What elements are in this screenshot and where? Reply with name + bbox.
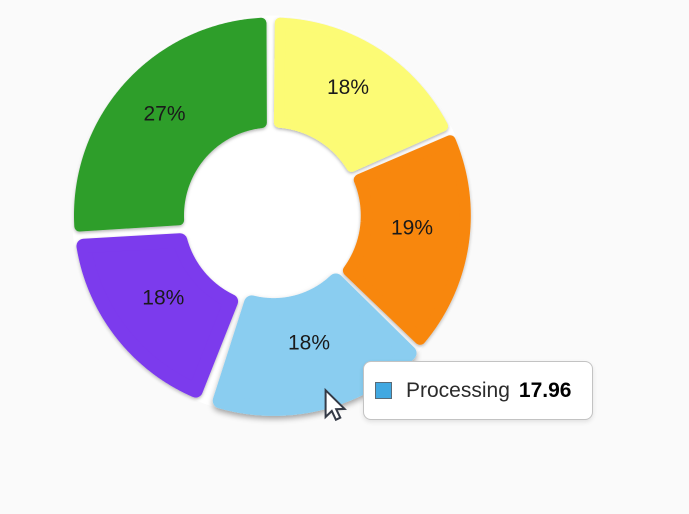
svg-text:18%: 18% — [142, 287, 184, 310]
svg-text:27%: 27% — [143, 103, 185, 126]
svg-text:18%: 18% — [327, 76, 369, 99]
svg-text:18%: 18% — [288, 332, 330, 355]
svg-text:19%: 19% — [391, 217, 433, 240]
